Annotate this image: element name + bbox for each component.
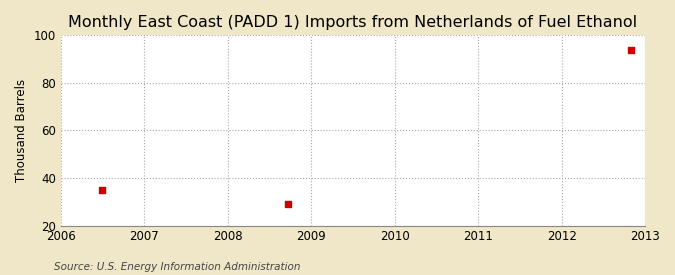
Point: [626, 47, 637, 52]
Y-axis label: Thousand Barrels: Thousand Barrels: [15, 79, 28, 182]
Point: [282, 202, 293, 207]
Point: [97, 188, 108, 192]
Text: Source: U.S. Energy Information Administration: Source: U.S. Energy Information Administ…: [54, 262, 300, 272]
Title: Monthly East Coast (PADD 1) Imports from Netherlands of Fuel Ethanol: Monthly East Coast (PADD 1) Imports from…: [68, 15, 637, 30]
